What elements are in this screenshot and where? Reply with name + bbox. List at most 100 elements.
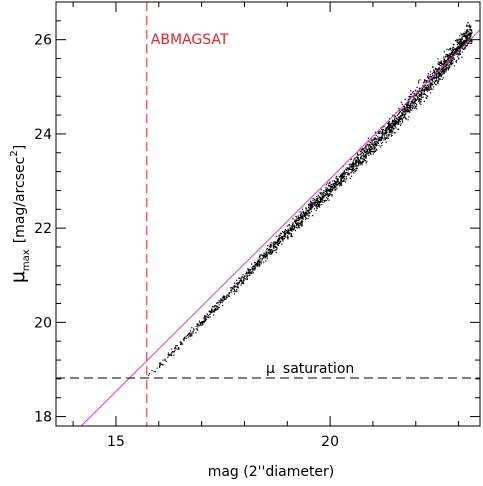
- data-point: [201, 320, 203, 323]
- data-point: [366, 149, 368, 151]
- data-point: [336, 175, 338, 178]
- data-point: [370, 153, 372, 155]
- data-point: [275, 241, 277, 243]
- data-point: [345, 179, 347, 181]
- data-point: [449, 53, 451, 55]
- data-point: [242, 276, 244, 278]
- data-point: [425, 81, 427, 83]
- data-point: [399, 115, 401, 118]
- data-point: [425, 88, 427, 90]
- data-point: [380, 142, 383, 144]
- data-point: [444, 60, 446, 63]
- data-point: [390, 128, 392, 131]
- data-point: [341, 173, 343, 175]
- data-point: [301, 222, 303, 224]
- data-point: [426, 84, 428, 86]
- data-point: [263, 261, 265, 263]
- data-point: [461, 41, 463, 43]
- data-point: [355, 165, 358, 167]
- data-point: [377, 141, 379, 143]
- data-point: [398, 113, 400, 115]
- data-point: [307, 215, 310, 217]
- data-point: [418, 80, 420, 82]
- data-point: [450, 60, 452, 62]
- data-point: [218, 304, 220, 306]
- data-point: [468, 41, 470, 43]
- data-point: [156, 367, 158, 369]
- data-point: [460, 39, 462, 41]
- data-point: [309, 215, 311, 217]
- data-point: [312, 197, 314, 200]
- data-point: [350, 164, 352, 166]
- data-point: [461, 56, 463, 58]
- data-point: [459, 45, 461, 47]
- data-point: [442, 64, 445, 66]
- data-point: [273, 241, 275, 243]
- data-point: [457, 39, 459, 41]
- data-point: [317, 200, 319, 202]
- data-point: [303, 215, 305, 217]
- data-point: [301, 220, 303, 222]
- data-point: [332, 187, 334, 189]
- data-point: [427, 73, 429, 75]
- data-point: [321, 192, 323, 194]
- data-point: [401, 114, 403, 116]
- data-point: [360, 161, 362, 163]
- data-point: [272, 246, 275, 249]
- data-point: [411, 92, 414, 94]
- data-point: [375, 149, 377, 151]
- data-point: [384, 138, 386, 140]
- data-point: [374, 141, 376, 143]
- data-point: [279, 241, 281, 244]
- data-point: [274, 243, 276, 245]
- data-point: [402, 115, 404, 117]
- data-point: [307, 204, 309, 206]
- data-point: [410, 90, 412, 92]
- data-point: [464, 31, 466, 33]
- data-point: [400, 123, 402, 125]
- data-point: [368, 151, 370, 153]
- data-point: [286, 230, 288, 232]
- data-point: [352, 167, 354, 169]
- data-point: [404, 117, 406, 119]
- data-point: [197, 326, 199, 328]
- data-point: [302, 211, 304, 214]
- data-point: [385, 131, 387, 133]
- data-point: [368, 154, 370, 156]
- data-point: [266, 256, 268, 258]
- data-point: [278, 234, 280, 236]
- data-point: [465, 40, 467, 43]
- y-axis-close: ]: [12, 145, 28, 150]
- data-point: [369, 150, 371, 152]
- data-point: [434, 68, 436, 70]
- data-point: [343, 172, 345, 174]
- data-point: [282, 235, 285, 237]
- data-point: [353, 172, 355, 174]
- data-point: [379, 146, 381, 148]
- data-point: [270, 249, 272, 251]
- data-point: [459, 53, 461, 55]
- data-point: [363, 150, 365, 152]
- data-point: [393, 120, 396, 122]
- data-point: [346, 174, 349, 176]
- data-point: [195, 332, 197, 334]
- data-point: [390, 129, 392, 131]
- data-point: [384, 137, 386, 139]
- data-point: [350, 165, 352, 167]
- data-point: [208, 310, 210, 312]
- data-point: [303, 212, 305, 214]
- data-point: [256, 262, 259, 264]
- data-point: [365, 155, 367, 157]
- data-point: [315, 199, 317, 201]
- data-point: [451, 54, 453, 56]
- data-point: [215, 302, 218, 304]
- data-point: [361, 155, 363, 157]
- data-point: [457, 43, 459, 45]
- data-point: [228, 294, 230, 296]
- data-point: [320, 201, 322, 203]
- data-point: [344, 173, 346, 175]
- data-point: [314, 198, 316, 200]
- data-point: [445, 69, 447, 71]
- data-point: [236, 286, 238, 288]
